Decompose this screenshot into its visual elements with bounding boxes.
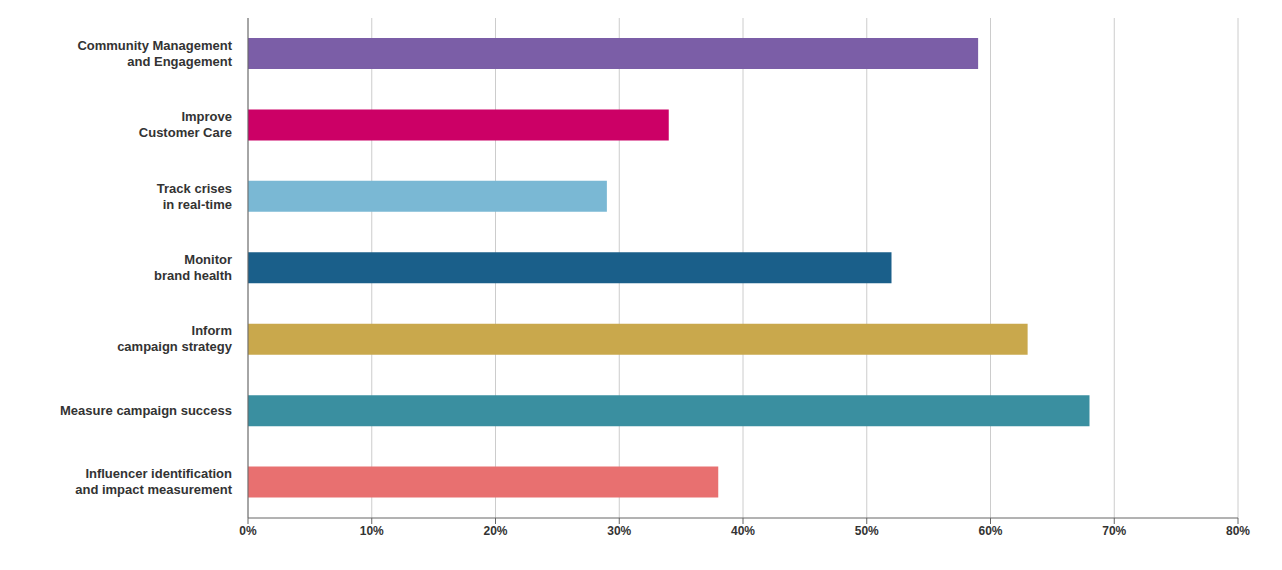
svg-text:50%: 50% xyxy=(855,524,879,538)
svg-text:Track crisesin real-time: Track crisesin real-time xyxy=(157,181,232,212)
svg-text:40%: 40% xyxy=(731,524,755,538)
svg-text:Measure campaign success: Measure campaign success xyxy=(60,403,232,418)
svg-text:60%: 60% xyxy=(978,524,1002,538)
svg-text:0%: 0% xyxy=(239,524,257,538)
svg-text:ImproveCustomer Care: ImproveCustomer Care xyxy=(139,109,232,140)
svg-text:70%: 70% xyxy=(1102,524,1126,538)
svg-text:Informcampaign strategy: Informcampaign strategy xyxy=(117,323,233,354)
svg-text:Influencer identificationand i: Influencer identificationand impact meas… xyxy=(75,466,232,497)
svg-text:Community Managementand Engage: Community Managementand Engagement xyxy=(77,38,232,69)
svg-text:80%: 80% xyxy=(1226,524,1250,538)
svg-text:Monitorbrand health: Monitorbrand health xyxy=(154,252,232,283)
svg-text:20%: 20% xyxy=(483,524,507,538)
svg-text:30%: 30% xyxy=(607,524,631,538)
svg-text:10%: 10% xyxy=(360,524,384,538)
